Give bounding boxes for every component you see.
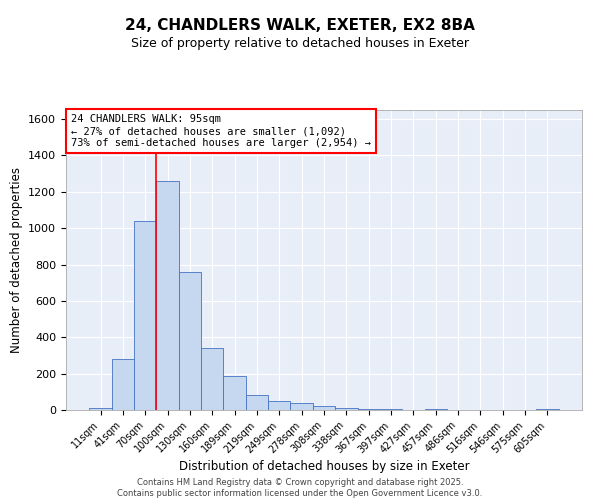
Bar [112,359,134,410]
Y-axis label: Number of detached properties: Number of detached properties [10,167,23,353]
Bar [536,409,559,410]
Bar [223,376,246,410]
Bar [380,409,402,410]
Bar [313,406,335,410]
Bar [134,221,157,410]
Bar [179,272,201,410]
Bar [89,408,112,410]
Bar [425,409,447,410]
Text: 24, CHANDLERS WALK, EXETER, EX2 8BA: 24, CHANDLERS WALK, EXETER, EX2 8BA [125,18,475,32]
Text: Size of property relative to detached houses in Exeter: Size of property relative to detached ho… [131,38,469,51]
Bar [268,402,290,410]
Text: 24 CHANDLERS WALK: 95sqm
← 27% of detached houses are smaller (1,092)
73% of sem: 24 CHANDLERS WALK: 95sqm ← 27% of detach… [71,114,371,148]
Bar [157,181,179,410]
Bar [290,404,313,410]
Text: Contains HM Land Registry data © Crown copyright and database right 2025.
Contai: Contains HM Land Registry data © Crown c… [118,478,482,498]
Bar [246,396,268,410]
Bar [335,408,358,410]
Bar [201,348,223,410]
Bar [358,408,380,410]
X-axis label: Distribution of detached houses by size in Exeter: Distribution of detached houses by size … [179,460,469,473]
